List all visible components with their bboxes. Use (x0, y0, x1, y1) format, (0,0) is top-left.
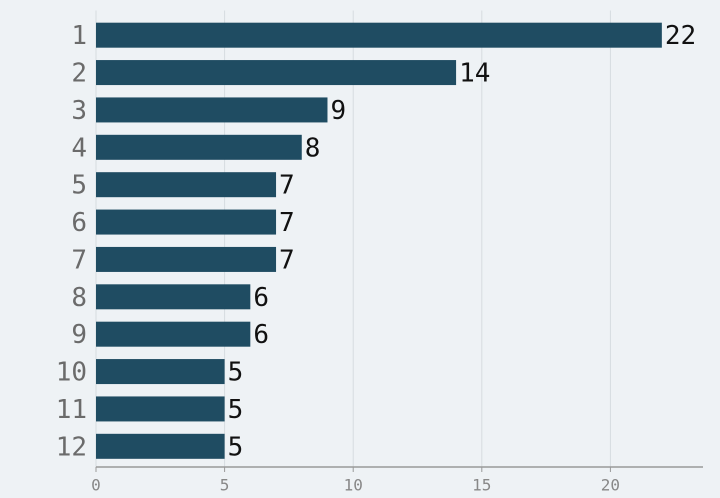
bar (96, 209, 277, 235)
value-label: 22 (665, 21, 696, 51)
bar (96, 359, 225, 385)
bar (96, 433, 225, 459)
bar (96, 246, 277, 272)
x-tick-label: 5 (220, 476, 230, 495)
value-label: 5 (228, 395, 244, 425)
y-tick-label: 2 (71, 59, 87, 89)
bar (96, 22, 662, 48)
value-label: 7 (279, 171, 295, 201)
bar (96, 172, 277, 198)
y-tick-label: 9 (71, 320, 87, 350)
bar (96, 97, 328, 123)
bar (96, 284, 251, 310)
x-tick-label: 15 (472, 476, 491, 495)
value-label: 7 (279, 208, 295, 238)
y-tick-label: 4 (71, 133, 87, 163)
value-label: 5 (228, 358, 244, 388)
bar (96, 134, 302, 160)
y-tick-label: 6 (71, 208, 87, 238)
value-label: 8 (305, 133, 321, 163)
y-tick-label: 3 (71, 96, 87, 126)
y-tick-label: 10 (56, 358, 87, 388)
value-label: 7 (279, 245, 295, 275)
bar (96, 60, 457, 86)
y-tick-label: 1 (71, 21, 87, 51)
bar (96, 321, 251, 347)
y-tick-label: 12 (56, 432, 87, 462)
value-label: 6 (253, 283, 269, 313)
y-tick-label: 7 (71, 245, 87, 275)
bar (96, 396, 225, 422)
x-tick-label: 0 (91, 476, 101, 495)
value-label: 9 (330, 96, 346, 126)
y-tick-label: 5 (71, 171, 87, 201)
value-label: 6 (253, 320, 269, 350)
value-label: 14 (459, 59, 490, 89)
value-label: 5 (228, 432, 244, 462)
y-tick-label: 8 (71, 283, 87, 313)
x-tick-label: 10 (344, 476, 363, 495)
x-tick-label: 20 (601, 476, 620, 495)
y-tick-label: 11 (56, 395, 87, 425)
